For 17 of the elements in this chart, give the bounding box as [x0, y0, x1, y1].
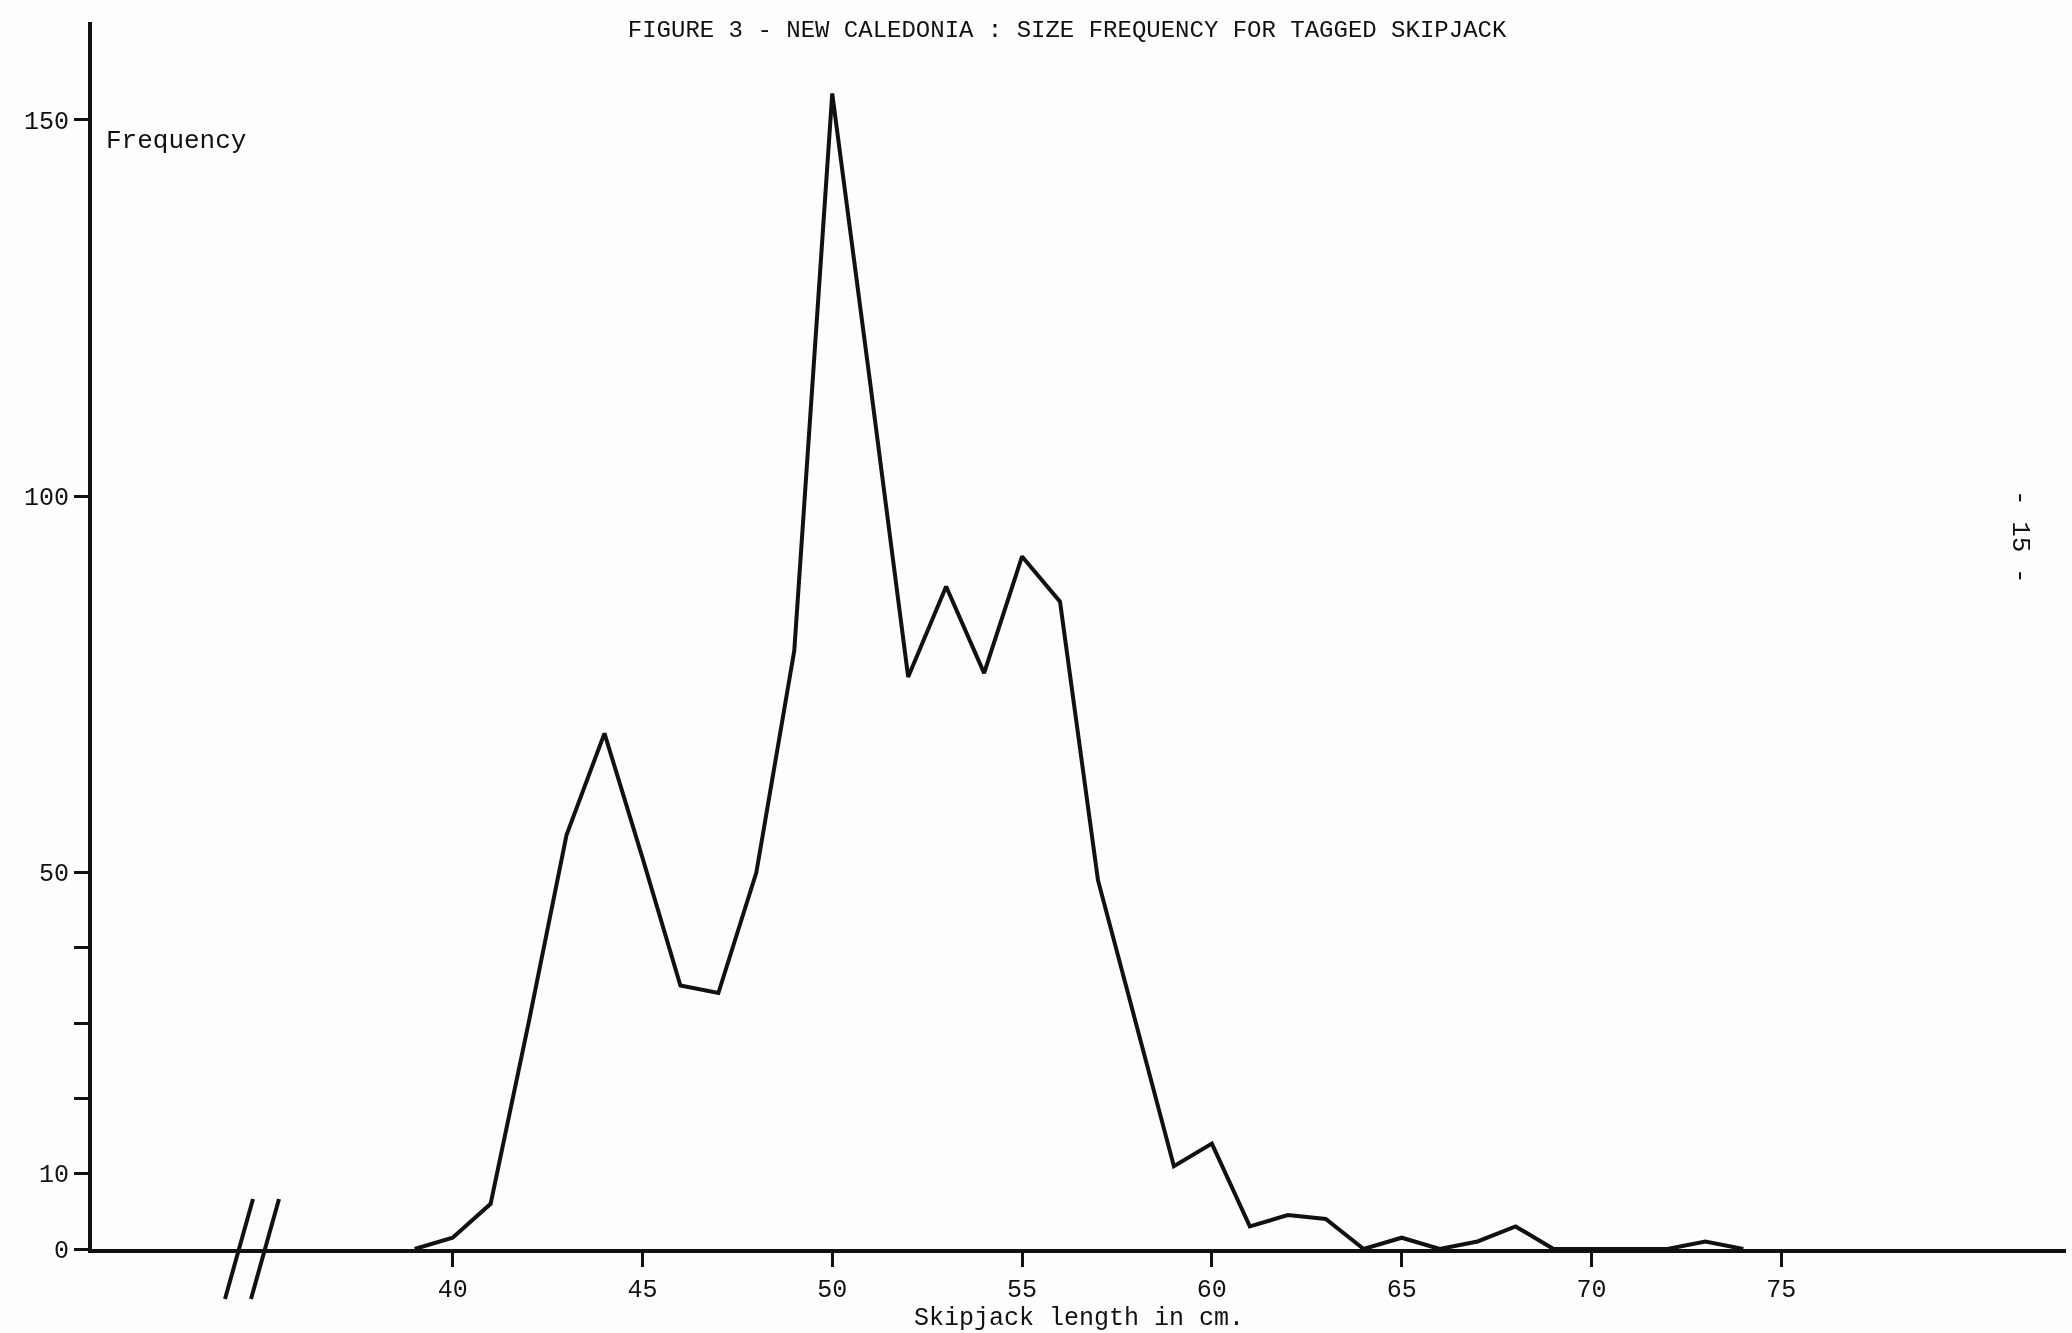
y-tick-label: 10 — [38, 1161, 69, 1191]
x-tick-label: 65 — [1386, 1276, 1417, 1305]
chart-title: FIGURE 3 - NEW CALEDONIA : SIZE FREQUENCY FOR TAGGED SKIPJACK — [627, 16, 1507, 44]
x-tick-label: 40 — [437, 1276, 468, 1305]
y-tick-label: 50 — [38, 860, 69, 890]
y-tick-label: 100 — [23, 483, 69, 513]
x-tick-label: 45 — [627, 1276, 658, 1305]
y-tick-label: 0 — [53, 1236, 69, 1266]
annotation: - 15 - — [2004, 489, 2035, 584]
y-tick-label: 150 — [23, 107, 69, 137]
x-tick-label: 50 — [817, 1276, 848, 1305]
x-tick-label: 55 — [1007, 1276, 1038, 1305]
x-axis-title: Skipjack length in cm. — [913, 1304, 1245, 1333]
y-axis-title: Frequency — [106, 126, 247, 156]
x-tick-label: 60 — [1196, 1276, 1227, 1305]
x-tick-label: 75 — [1766, 1276, 1797, 1305]
x-tick-label: 70 — [1576, 1276, 1607, 1305]
